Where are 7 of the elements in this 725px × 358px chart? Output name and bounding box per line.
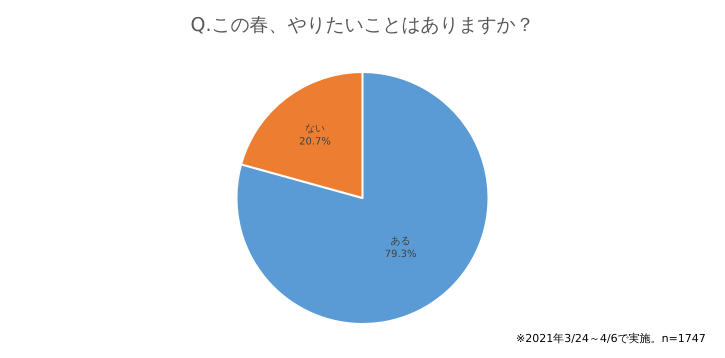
data-label: 79.3%: [384, 249, 417, 260]
pie-slice: [236, 71, 490, 325]
text: ※2021年3/24～4/6で実施。n=1747: [516, 332, 706, 345]
slice-label: ない: [304, 124, 325, 135]
data-label: 20.7%: [299, 136, 331, 148]
chart-title: Q.この春、やりたいことはありますか？: [190, 14, 534, 36]
slice-label: ある: [390, 236, 411, 248]
